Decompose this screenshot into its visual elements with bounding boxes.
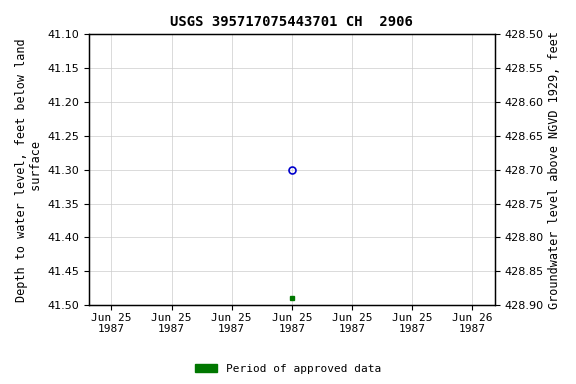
Y-axis label: Depth to water level, feet below land
 surface: Depth to water level, feet below land su… [15,38,43,301]
Y-axis label: Groundwater level above NGVD 1929, feet: Groundwater level above NGVD 1929, feet [548,31,561,309]
Legend: Period of approved data: Period of approved data [191,359,385,379]
Title: USGS 395717075443701 CH  2906: USGS 395717075443701 CH 2906 [170,15,414,29]
